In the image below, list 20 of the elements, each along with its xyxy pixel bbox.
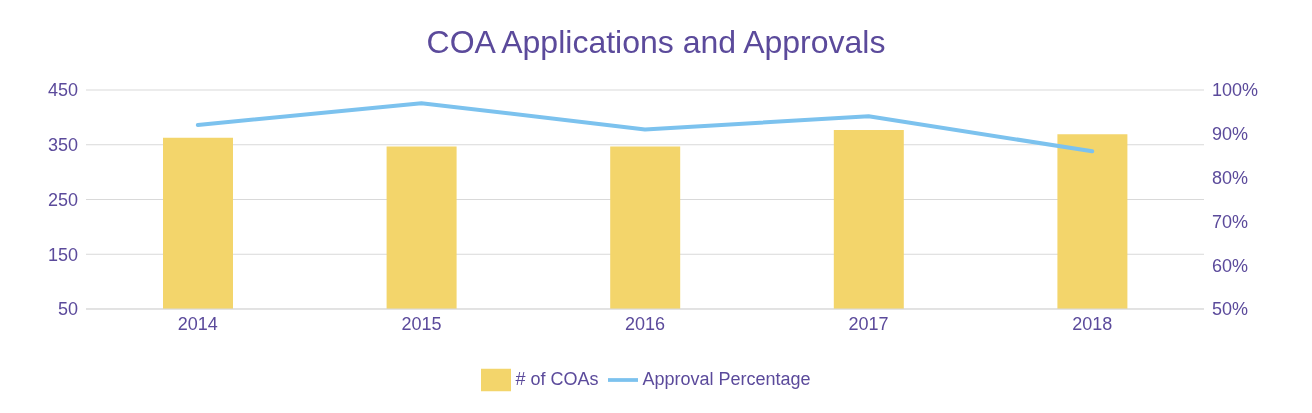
legend-label: # of COAs xyxy=(515,368,599,389)
legend-label: Approval Percentage xyxy=(642,368,811,389)
y2-tick-label: 100% xyxy=(1212,80,1259,101)
y2-tick-label: 60% xyxy=(1212,255,1249,276)
chart-title: COA Applications and Approvals xyxy=(425,23,887,62)
y2-tick-label: 80% xyxy=(1212,167,1249,188)
y2-tick-label: 90% xyxy=(1212,124,1249,145)
y-tick-label: 350 xyxy=(47,135,78,156)
y2-tick-label: 50% xyxy=(1212,299,1249,320)
x-tick-label: 2015 xyxy=(401,313,442,334)
x-tick-label: 2017 xyxy=(848,313,889,334)
line-series xyxy=(195,101,1095,154)
x-tick-label: 2014 xyxy=(177,313,218,334)
y2-tick-label: 70% xyxy=(1212,211,1249,232)
x-tick-label: 2016 xyxy=(624,313,666,334)
y-tick-label: 250 xyxy=(47,189,78,210)
y-tick-label: 450 xyxy=(47,80,78,101)
x-tick-label: 2018 xyxy=(1072,313,1113,334)
y-tick-label: 150 xyxy=(47,244,78,265)
y-tick-label: 50 xyxy=(57,299,78,320)
